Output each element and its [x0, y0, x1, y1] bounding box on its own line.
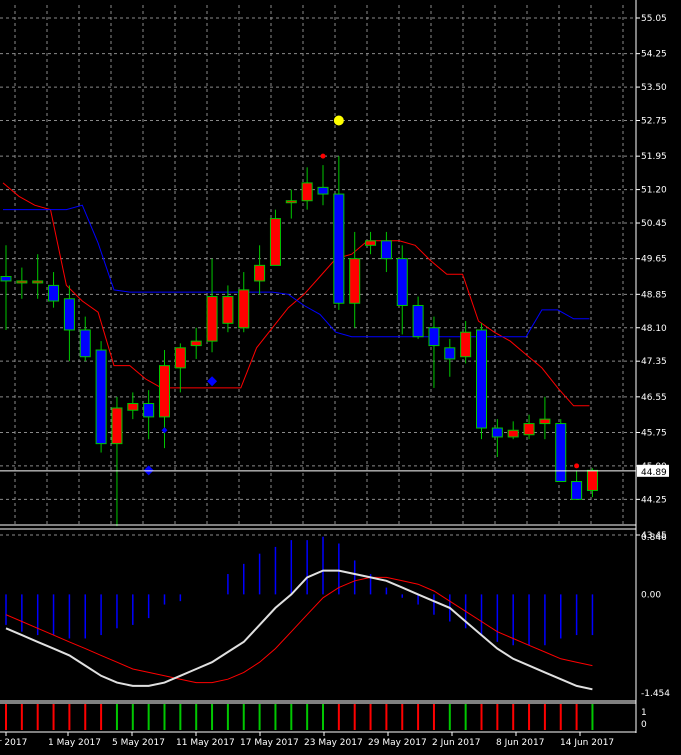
candle-body [380, 240, 392, 260]
date-tick-label: 23 May 2017 [304, 738, 363, 748]
candle-body [507, 429, 519, 438]
axes [0, 0, 637, 733]
candle-body [523, 423, 535, 436]
candle-body [16, 280, 28, 284]
date-tick-label: 2 Jun 2017 [432, 738, 480, 748]
candle-body [0, 276, 12, 282]
price-tick-label: 46.55 [641, 393, 667, 403]
red-dot-marker [320, 153, 326, 159]
candle-body [285, 200, 297, 204]
candlesticks [0, 156, 598, 527]
price-tick-label: 54.25 [641, 50, 667, 60]
candle-body [349, 258, 361, 304]
candle-body [127, 403, 139, 411]
candle-body [571, 481, 583, 500]
candle-body [206, 296, 218, 342]
price-tick-label: 44.25 [641, 495, 667, 505]
candle-body [396, 258, 408, 306]
price-tick-label: 51.95 [641, 152, 667, 162]
candle-body [539, 418, 551, 425]
grid-lines [0, 5, 636, 536]
oscillator-slow-line [5, 576, 593, 684]
yellow-dot-marker [333, 115, 344, 126]
price-axis-labels: 55.05 54.25 53.50 52.75 51.95 51.20 50.45 49.65… [636, 14, 670, 730]
candle-body [428, 327, 440, 347]
candle-body [174, 347, 186, 369]
date-tick-label: 5 May 2017 [112, 738, 165, 748]
candle-body [365, 240, 377, 246]
current-price-tag: 44.89 [637, 464, 669, 478]
signal-tick-label: 1 [641, 708, 647, 718]
channel-bands [2, 182, 590, 407]
candle-body [444, 347, 456, 360]
signal-panel[interactable] [5, 704, 594, 730]
current-price-tag-bg [637, 464, 669, 477]
price-tick-label: 53.50 [641, 83, 667, 93]
candle-body [586, 469, 598, 491]
oscillator-tick-label: 0.00 [641, 590, 661, 600]
candle-body [190, 340, 202, 347]
candle-body [63, 298, 75, 331]
lower-band-line [3, 204, 590, 338]
price-tick-label: 45.75 [641, 428, 667, 438]
oscillator-fast-line [5, 569, 593, 691]
oscillator-tick-label: -1.454 [641, 689, 670, 699]
date-tick-label: 1 May 2017 [48, 738, 101, 748]
candle-body [32, 280, 44, 284]
candle-body [269, 218, 281, 266]
candle-body [476, 329, 487, 429]
date-tick-label: Apr 2017 [0, 738, 27, 748]
candle-body [317, 186, 329, 195]
main-price-panel[interactable] [0, 115, 636, 527]
date-axis-labels: Apr 2017 1 May 2017 5 May 2017 11 May 2017 1… [0, 732, 614, 748]
candle-body [159, 365, 170, 418]
oscillator-panel[interactable] [0, 530, 636, 700]
candle-body [222, 296, 234, 324]
blue-diamond-marker [207, 376, 218, 387]
price-tick-label: 55.05 [641, 14, 667, 24]
candle-body [301, 182, 313, 202]
price-tick-label: 47.35 [641, 357, 667, 367]
date-tick-label: 11 May 2017 [176, 738, 235, 748]
date-tick-label: 8 Jun 2017 [496, 738, 544, 748]
price-tick-label: 48.10 [641, 324, 667, 334]
date-tick-label: 14 Jun 2017 [560, 738, 614, 748]
candle-body [48, 284, 60, 302]
candle-body [412, 304, 424, 338]
candle-body [95, 349, 107, 445]
price-tick-label: 43.45 [641, 531, 667, 541]
blue-diamond-marker [161, 427, 168, 434]
candle-body [238, 289, 250, 329]
price-tick-label: 49.65 [641, 255, 667, 265]
current-price-label: 44.89 [641, 468, 667, 478]
candle-body [491, 427, 503, 438]
date-tick-label: 17 May 2017 [240, 738, 299, 748]
signal-tick-label: 0 [641, 720, 647, 730]
candle-body [79, 329, 91, 358]
candle-body [111, 407, 123, 445]
date-tick-label: 29 May 2017 [368, 738, 427, 748]
candle-body [460, 331, 472, 358]
price-tick-label: 50.45 [641, 219, 667, 229]
candle-body [333, 193, 345, 304]
candle-body [254, 264, 266, 282]
red-dot-marker [574, 463, 580, 469]
price-tick-label: 51.20 [641, 186, 667, 196]
candle-body [555, 423, 567, 483]
oscillator-tick-label: 0.846 [641, 533, 667, 543]
price-tick-label: 48.85 [641, 290, 667, 300]
candle-body [143, 403, 155, 418]
price-tick-label: 52.75 [641, 117, 667, 127]
upper-band-line [2, 182, 590, 407]
